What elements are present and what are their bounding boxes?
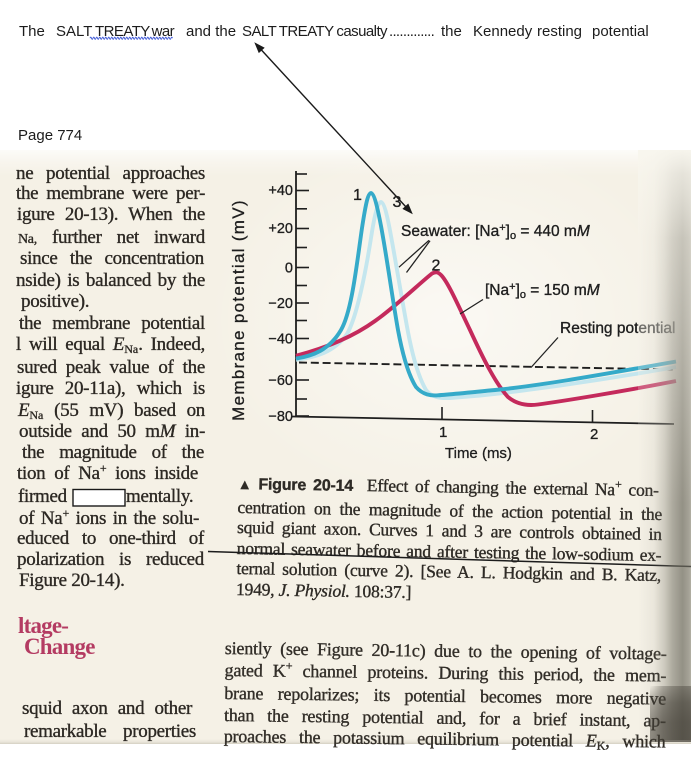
svg-text:−20: −20 xyxy=(268,296,293,312)
svg-text:1: 1 xyxy=(353,187,362,204)
svg-text:1: 1 xyxy=(439,424,447,441)
svg-text:2: 2 xyxy=(432,258,441,275)
svg-text:+20: +20 xyxy=(268,221,293,237)
svg-text:Seawater: [Na+]o = 440 mM: Seawater: [Na+]o = 440 mM xyxy=(401,222,590,242)
svg-text:−80: −80 xyxy=(268,409,293,425)
svg-text:2: 2 xyxy=(590,426,598,443)
svg-text:0: 0 xyxy=(285,261,293,277)
svg-text:−40: −40 xyxy=(268,332,293,348)
svg-text:−60: −60 xyxy=(268,373,293,389)
svg-text:3: 3 xyxy=(393,194,402,211)
svg-text:Time (ms): Time (ms) xyxy=(445,445,512,462)
svg-text:[Na+]o = 150 mM: [Na+]o = 150 mM xyxy=(485,281,600,301)
svg-text:Membrane potential (mV): Membrane potential (mV) xyxy=(229,199,248,421)
svg-text:+40: +40 xyxy=(268,183,293,199)
